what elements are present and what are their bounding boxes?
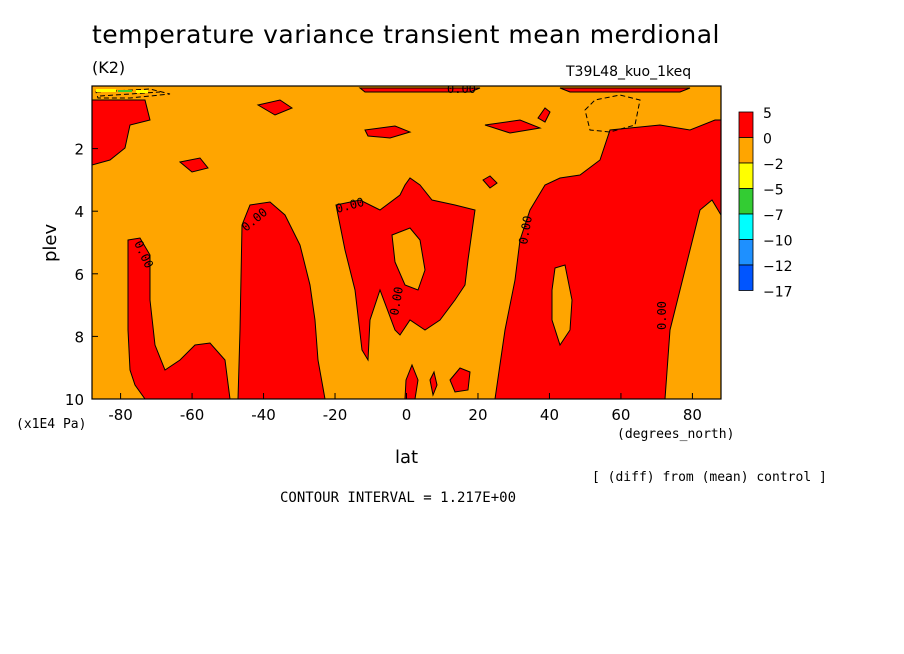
y-tick-label: 2 <box>74 141 84 159</box>
x-tick-label: 0 <box>402 406 412 424</box>
legend-swatch <box>738 264 754 291</box>
legend-swatch <box>738 137 754 164</box>
region-spot-2 <box>364 125 412 139</box>
plot-area: 0.00 0.00 0.00 0.00 0.00 0.00 0.00 <box>92 82 721 399</box>
contour-label: 0.00 <box>447 82 476 96</box>
region-spot-9 <box>537 107 551 123</box>
region-spot-4 <box>256 99 294 116</box>
region-spot-1 <box>178 157 209 173</box>
y-tick-label: 10 <box>65 391 84 409</box>
region-spot-6 <box>449 367 471 393</box>
region-spot-8 <box>429 370 438 397</box>
region-sh-midlat-band <box>127 237 231 399</box>
x-axis-label: lat <box>395 447 418 468</box>
run-label: T39L48_kuo_1keq <box>566 64 692 80</box>
x-axis: -80 -60 -40 -20 0 20 40 60 80 <box>108 393 702 424</box>
units-label: (K2) <box>92 58 126 77</box>
y-axis: 2 4 6 8 10 <box>65 141 98 409</box>
contour-interval-label: CONTOUR INTERVAL = 1.217E+00 <box>280 490 517 506</box>
y-axis-label: plev <box>40 223 61 262</box>
legend-level-label: −5 <box>763 183 784 199</box>
region-top-strip <box>358 87 481 93</box>
legend-swatch <box>738 188 754 215</box>
negative-contour-1 <box>584 94 641 133</box>
x-tick-label: -20 <box>323 406 348 424</box>
legend-level-label: 5 <box>763 106 772 122</box>
x-tick-label: 80 <box>683 406 702 424</box>
x-tick-label: -40 <box>251 406 276 424</box>
contour-label: 0.00 <box>516 215 535 246</box>
region-tropical-hole <box>391 227 426 291</box>
y-tick-label: 8 <box>74 328 84 346</box>
region-spot-5 <box>482 175 498 189</box>
x-tick-label: -80 <box>108 406 133 424</box>
x-tick-label: 20 <box>468 406 487 424</box>
y-axis-units: (x1E4 Pa) <box>16 417 86 432</box>
legend-swatch <box>738 239 754 266</box>
legend-level-label: −7 <box>763 208 784 224</box>
region-sh-band-2 <box>237 201 326 399</box>
region-spot-7 <box>404 363 419 399</box>
region-nh-band <box>494 119 721 399</box>
legend-level-label: −17 <box>763 285 793 301</box>
contour-label: 0.00 <box>387 286 406 317</box>
color-legend: 5 0 −2 −5 −7 −10 −12 −17 <box>738 106 793 301</box>
legend-level-label: −12 <box>763 259 793 275</box>
x-tick-label: 60 <box>611 406 630 424</box>
legend-swatch <box>738 162 754 189</box>
region-sh-high-lat-top <box>92 99 151 166</box>
legend-level-label: −10 <box>763 234 793 250</box>
contour-label: 0.00 <box>655 301 669 330</box>
top-color-streak <box>96 89 148 93</box>
legend-level-label: 0 <box>763 132 772 148</box>
legend-level-label: −2 <box>763 157 784 173</box>
negative-contour-3 <box>99 91 161 97</box>
legend-swatch <box>738 111 754 138</box>
x-tick-label: 40 <box>540 406 559 424</box>
region-spot-3 <box>484 119 542 134</box>
negative-contour-2 <box>95 88 171 99</box>
y-tick-label: 4 <box>74 203 84 221</box>
chart-title: temperature variance transient mean merd… <box>92 20 720 49</box>
diff-note: [ (diff) from (mean) control ] <box>592 470 827 485</box>
x-axis-units: (degrees_north) <box>617 427 734 442</box>
region-nh-hole <box>551 264 573 347</box>
x-tick-label: -60 <box>180 406 205 424</box>
region-top-strip-2 <box>559 87 691 93</box>
y-tick-label: 6 <box>74 266 84 284</box>
legend-swatch <box>738 213 754 240</box>
